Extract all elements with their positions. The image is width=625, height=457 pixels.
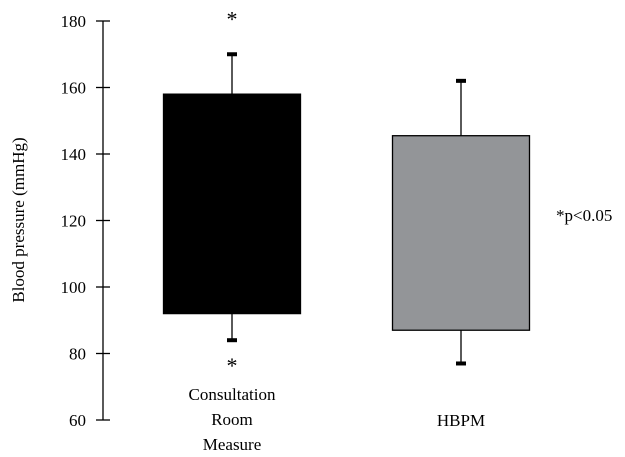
y-tick-label: 60: [69, 411, 86, 430]
y-tick-label: 140: [61, 145, 87, 164]
y-tick-label: 120: [61, 212, 87, 231]
box-rect: [162, 93, 302, 315]
significance-star-below: *: [227, 353, 238, 378]
y-axis-label: Blood pressure (mmHg): [9, 137, 28, 302]
significance-note: *p<0.05: [556, 206, 612, 225]
category-label: HBPM: [437, 411, 485, 430]
box-rect: [391, 135, 531, 331]
boxes: **: [162, 6, 531, 378]
category-label: Room: [211, 410, 253, 429]
category-labels: Consultation Room Measure HBPM: [189, 385, 486, 454]
y-tick-label: 160: [61, 79, 87, 98]
y-tick-label: 80: [69, 345, 86, 364]
category-label: Consultation: [189, 385, 276, 404]
category-label: Measure: [203, 435, 262, 454]
y-tick-label: 100: [61, 278, 87, 297]
y-axis: 60 80 100 120 140 160 180: [61, 12, 110, 430]
box-1: **: [162, 6, 302, 378]
box-2: [391, 78, 531, 366]
y-tick-label: 180: [61, 12, 87, 31]
significance-star-above: *: [227, 6, 238, 31]
